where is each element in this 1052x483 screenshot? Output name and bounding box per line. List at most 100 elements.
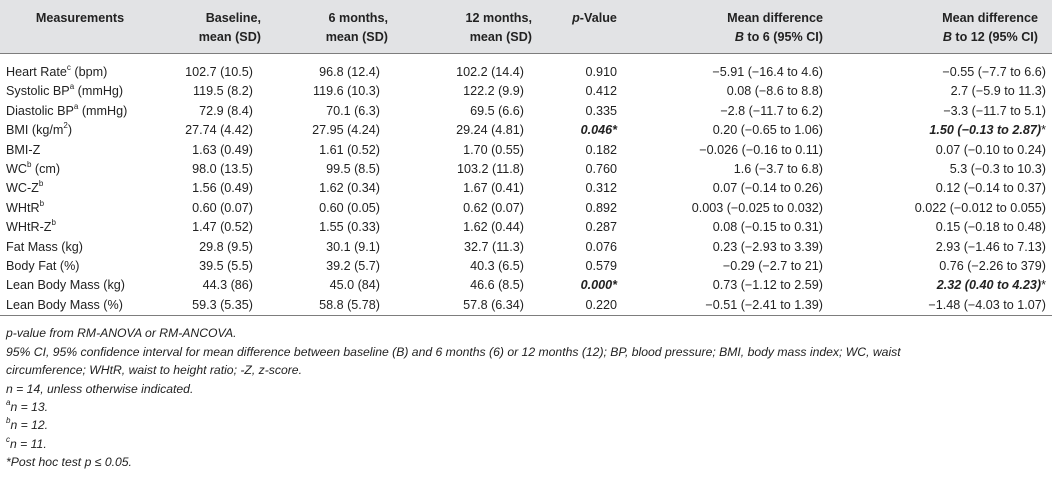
cell-md12: 0.07 (−0.10 to 0.24) bbox=[935, 142, 1046, 157]
table-header: Measurements Baseline, mean (SD) 6 months… bbox=[0, 0, 1052, 63]
table-row: Heart Ratec (bpm) 102.7 (10.5) 96.8 (12.4)… bbox=[0, 63, 1052, 82]
cell-m12: 40.3 (6.5) bbox=[470, 259, 524, 274]
cell-baseline: 29.8 (9.5) bbox=[199, 239, 253, 254]
cell-m12: 122.2 (9.9) bbox=[463, 84, 524, 99]
cell-m6: 58.8 (5.78) bbox=[271, 295, 404, 317]
cell-p: 0.000* bbox=[580, 278, 617, 293]
table-row: Body Fat (%) 39.5 (5.5) 39.2 (5.7) 40.3 (6.… bbox=[0, 257, 1052, 276]
cell-baseline: 59.3 (5.35) bbox=[160, 295, 271, 317]
cell-m12: 0.62 (0.07) bbox=[463, 200, 524, 215]
cell-p: 0.760 bbox=[585, 162, 617, 177]
cell-baseline: 98.0 (13.5) bbox=[192, 162, 253, 177]
table-row: WHtRb 0.60 (0.07) 0.60 (0.05) 0.62 (0.07) 0.… bbox=[0, 199, 1052, 218]
cell-baseline: 102.7 (10.5) bbox=[185, 65, 253, 79]
cell-p: 0.312 bbox=[585, 181, 617, 196]
cell-baseline: 1.63 (0.49) bbox=[192, 142, 253, 157]
cell-measurement: WHtRb bbox=[6, 198, 45, 215]
cell-baseline: 39.5 (5.5) bbox=[199, 259, 253, 274]
footnote-pvalue: p-value from RM-ANOVA or RM-ANCOVA. bbox=[6, 326, 237, 341]
header-measurements: Measurements bbox=[0, 0, 160, 54]
header-mean-diff-6: Mean difference B to 6 (95% CI) bbox=[643, 0, 837, 54]
header-p-value: p-Value bbox=[546, 0, 643, 54]
cell-md6: 0.20 (−0.65 to 1.06) bbox=[712, 123, 823, 138]
cell-baseline: 44.3 (86) bbox=[202, 278, 253, 293]
cell-md12: 2.93 (−1.46 to 7.13) bbox=[935, 239, 1046, 254]
cell-m6: 39.2 (5.7) bbox=[326, 259, 380, 274]
cell-measurement: Lean Body Mass (kg) bbox=[6, 278, 125, 293]
cell-md12: −1.48 (−4.03 to 1.07) bbox=[837, 295, 1052, 317]
footnote-star: *Post hoc test p ≤ 0.05. bbox=[6, 455, 132, 470]
cell-md6: −2.8 (−11.7 to 6.2) bbox=[720, 103, 823, 118]
cell-measurement: Systolic BPa (mmHg) bbox=[6, 82, 124, 99]
cell-md12: 5.3 (−0.3 to 10.3) bbox=[949, 162, 1046, 177]
cell-m12: 102.2 (14.4) bbox=[456, 65, 524, 79]
cell-measurement: Diastolic BPa (mmHg) bbox=[6, 101, 128, 118]
measurements-table: Measurements Baseline, mean (SD) 6 months… bbox=[0, 0, 1052, 317]
header-6-months: 6 months, mean (SD) bbox=[271, 0, 404, 54]
cell-md6: 0.23 (−2.93 to 3.39) bbox=[712, 239, 823, 254]
cell-p: 0.910 bbox=[585, 65, 617, 79]
cell-p: 0.412 bbox=[585, 84, 617, 99]
cell-m6: 1.55 (0.33) bbox=[319, 220, 380, 235]
cell-m6: 30.1 (9.1) bbox=[326, 239, 380, 254]
footnote-n: n = 14, unless otherwise indicated. bbox=[6, 381, 194, 396]
cell-m12: 69.5 (6.6) bbox=[470, 103, 524, 118]
cell-m6: 1.61 (0.52) bbox=[319, 142, 380, 157]
cell-baseline: 1.56 (0.49) bbox=[192, 181, 253, 196]
cell-m12: 57.8 (6.34) bbox=[404, 295, 546, 317]
cell-m12: 1.67 (0.41) bbox=[463, 181, 524, 196]
cell-m6: 119.6 (10.3) bbox=[313, 84, 380, 99]
footnotes: p-value from RM-ANOVA or RM-ANCOVA. 95% … bbox=[0, 324, 1052, 471]
cell-baseline: 119.5 (8.2) bbox=[193, 84, 253, 99]
cell-m12: 1.70 (0.55) bbox=[463, 142, 524, 157]
cell-m12: 32.7 (11.3) bbox=[464, 239, 524, 254]
cell-md6: −5.91 (−16.4 to 4.6) bbox=[712, 65, 823, 79]
cell-md12: −3.3 (−11.7 to 5.1) bbox=[943, 103, 1046, 118]
footnote-abbrev-1: 95% CI, 95% confidence interval for mean… bbox=[6, 344, 901, 359]
cell-m12: 46.6 (8.5) bbox=[470, 278, 524, 293]
cell-md6: −0.026 (−0.16 to 0.11) bbox=[699, 142, 823, 157]
cell-measurement: Lean Body Mass (%) bbox=[0, 295, 160, 317]
cell-md6: 0.08 (−8.6 to 8.8) bbox=[726, 84, 823, 99]
cell-md12: −0.55 (−7.7 to 6.6) bbox=[942, 65, 1046, 79]
table-row: WHtR-Zb 1.47 (0.52) 1.55 (0.33) 1.62 (0.44)… bbox=[0, 218, 1052, 237]
cell-p: 0.287 bbox=[585, 220, 617, 235]
table-row: WC-Zb 1.56 (0.49) 1.62 (0.34) 1.67 (0.41) 0.… bbox=[0, 179, 1052, 198]
cell-m6: 96.8 (12.4) bbox=[319, 65, 380, 79]
cell-measurement: WHtR-Zb bbox=[6, 218, 56, 235]
cell-measurement: Body Fat (%) bbox=[6, 259, 80, 274]
header-row: Measurements Baseline, mean (SD) 6 months… bbox=[0, 0, 1052, 54]
cell-measurement: WCb (cm) bbox=[6, 159, 61, 177]
cell-md6: 0.73 (−1.12 to 2.59) bbox=[712, 278, 823, 293]
cell-m6: 1.62 (0.34) bbox=[319, 181, 380, 196]
cell-md6: 0.08 (−0.15 to 0.31) bbox=[712, 220, 823, 235]
cell-md6: 1.6 (−3.7 to 6.8) bbox=[733, 162, 823, 177]
cell-md12: 2.7 (−5.9 to 11.3) bbox=[950, 84, 1046, 99]
cell-p: 0.076 bbox=[585, 239, 617, 254]
cell-md12: 0.12 (−0.14 to 0.37) bbox=[935, 181, 1046, 196]
cell-md6: −0.29 (−2.7 to 21) bbox=[722, 259, 823, 274]
cell-measurement: BMI-Z bbox=[6, 142, 41, 157]
cell-md12: 2.32 (0.40 to 4.23)* bbox=[936, 278, 1046, 293]
table-row: WCb (cm) 98.0 (13.5) 99.5 (8.5) 103.2 (11.8… bbox=[0, 160, 1052, 179]
header-baseline: Baseline, mean (SD) bbox=[160, 0, 271, 54]
footnote-b: bn = 12. bbox=[6, 416, 49, 433]
table-row: Lean Body Mass (%) 59.3 (5.35) 58.8 (5.78)… bbox=[0, 295, 1052, 317]
cell-m6: 0.60 (0.05) bbox=[319, 200, 380, 215]
cell-md6: −0.51 (−2.41 to 1.39) bbox=[643, 295, 837, 317]
cell-p: 0.335 bbox=[585, 103, 617, 118]
cell-p: 0.579 bbox=[585, 259, 617, 274]
cell-p: 0.892 bbox=[585, 200, 617, 215]
cell-baseline: 1.47 (0.52) bbox=[192, 220, 253, 235]
cell-m6: 45.0 (84) bbox=[329, 278, 380, 293]
footnote-abbrev-2: circumference; WHtR, waist to height rat… bbox=[6, 363, 302, 378]
footnote-c: cn = 11. bbox=[6, 434, 47, 451]
header-12-months: 12 months, mean (SD) bbox=[404, 0, 546, 54]
cell-md12: 0.022 (−0.012 to 0.055) bbox=[914, 200, 1046, 215]
cell-baseline: 72.9 (8.4) bbox=[199, 103, 253, 118]
table-row: BMI-Z 1.63 (0.49) 1.61 (0.52) 1.70 (0.55) 0.… bbox=[0, 141, 1052, 160]
table-row: Fat Mass (kg) 29.8 (9.5) 30.1 (9.1) 32.7 (1… bbox=[0, 238, 1052, 257]
cell-m12: 1.62 (0.44) bbox=[463, 220, 524, 235]
table-row: Systolic BPa (mmHg) 119.5 (8.2) 119.6 (10.… bbox=[0, 82, 1052, 101]
